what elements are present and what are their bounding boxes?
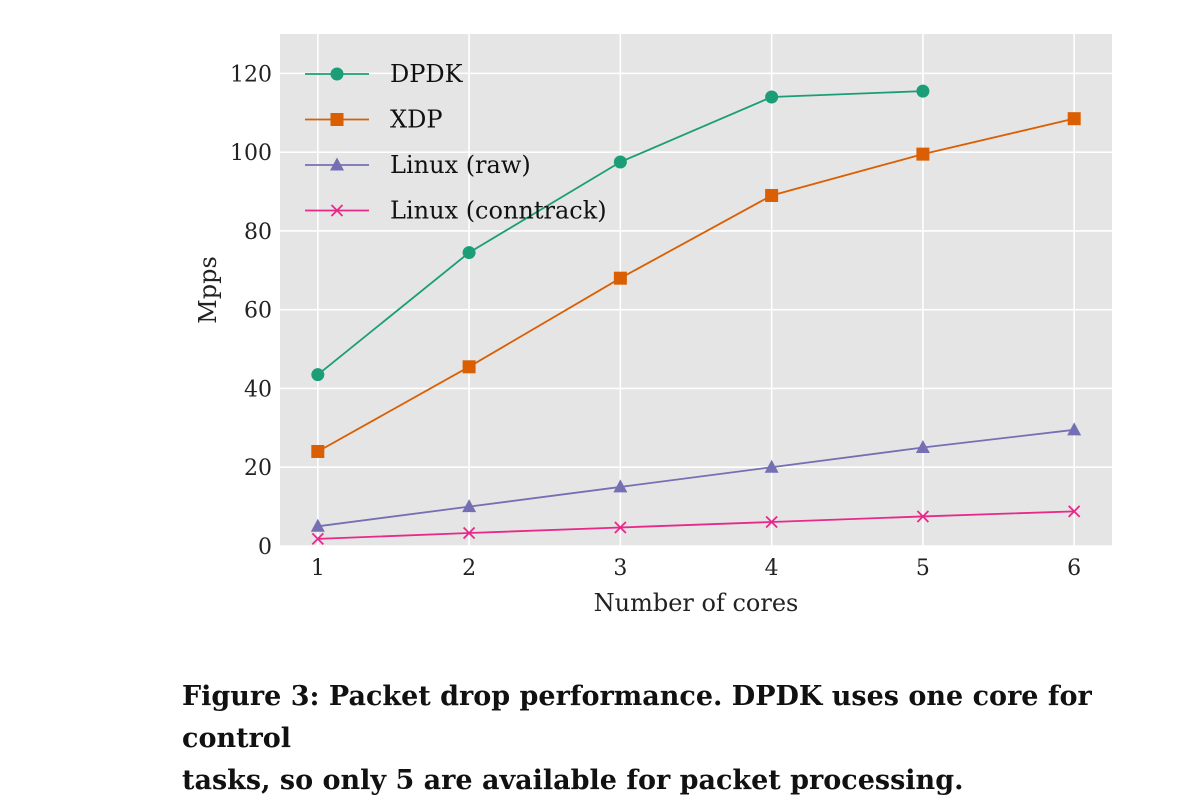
data-point-xdp: [765, 188, 779, 202]
series-line-linux-raw: [317, 428, 1075, 528]
data-point-dpdk: [462, 246, 476, 260]
legend-marker-linux-raw: [330, 157, 344, 171]
figure-caption: Figure 3: Packet drop performance. DPDK …: [182, 676, 1142, 802]
data-point-linux-conntrack: [765, 515, 778, 529]
x-tick-labels: 1 2 3 4 5 6: [311, 556, 1081, 581]
x-tick-label: 1: [311, 556, 325, 581]
legend-label-xdp: XDP: [390, 106, 442, 134]
data-point-linux-conntrack: [462, 526, 476, 540]
y-axis-label: Mpps: [194, 256, 222, 324]
data-point-linux-raw: [613, 479, 628, 493]
line-chart: 0 20 40 60 80 100 120 1 2 3 4 5 6 DPDK XDP Linux (raw…: [194, 34, 1112, 617]
legend-marker-linux-conntrack: [330, 204, 344, 217]
data-point-linux-raw: [915, 440, 930, 454]
data-point-linux-raw: [310, 518, 325, 532]
y-tick-label: 120: [230, 62, 272, 87]
legend-marker-dpdk: [330, 67, 344, 81]
data-point-dpdk: [613, 155, 627, 169]
caption-line-1: Figure 3: Packet drop performance. DPDK …: [182, 681, 1092, 754]
data-point-linux-raw: [1067, 422, 1082, 436]
data-point-xdp: [1067, 112, 1081, 126]
series-line-linux-conntrack: [317, 510, 1075, 540]
data-point-linux-conntrack: [1068, 505, 1081, 518]
legend-label-linux-raw: Linux (raw): [390, 151, 531, 179]
legend-label-dpdk: DPDK: [390, 60, 464, 88]
caption-line-2: tasks, so only 5 are available for packe…: [182, 765, 964, 796]
series-line-xdp: [317, 117, 1075, 453]
legend-marker-xdp: [330, 113, 344, 126]
data-point-dpdk: [765, 90, 779, 104]
data-point-dpdk: [916, 84, 930, 98]
legend: DPDK XDP Linux (raw) Linux (conntrack): [305, 60, 607, 225]
plot-background: [280, 34, 1112, 546]
y-tick-label: 20: [244, 456, 272, 481]
series-markers: [310, 84, 1082, 546]
x-tick-label: 4: [765, 556, 779, 581]
data-point-xdp: [462, 360, 476, 374]
x-tick-label: 6: [1067, 556, 1081, 581]
data-point-linux-conntrack: [916, 510, 930, 523]
y-tick-labels: 0 20 40 60 80 100 120: [230, 62, 272, 560]
legend-label-linux-conntrack: Linux (conntrack): [390, 197, 607, 225]
data-point-xdp: [311, 444, 325, 458]
data-point-xdp: [916, 147, 930, 161]
y-tick-label: 40: [244, 377, 272, 402]
y-tick-label: 0: [258, 535, 272, 560]
chart-figure: 0 20 40 60 80 100 120 1 2 3 4 5 6 DPDK XDP Linux (raw…: [194, 34, 1112, 617]
data-point-linux-raw: [462, 499, 477, 513]
x-tick-label: 2: [462, 556, 476, 581]
y-tick-label: 60: [244, 299, 272, 324]
x-axis-label: Number of cores: [594, 589, 799, 617]
data-point-xdp: [613, 271, 627, 285]
y-tick-label: 80: [244, 220, 272, 245]
x-tick-label: 5: [916, 556, 930, 581]
data-point-linux-conntrack: [614, 521, 627, 534]
data-point-linux-conntrack: [311, 532, 324, 546]
data-point-linux-raw: [764, 459, 779, 473]
x-tick-label: 3: [613, 556, 627, 581]
y-tick-label: 100: [230, 141, 272, 166]
data-point-dpdk: [311, 368, 325, 382]
